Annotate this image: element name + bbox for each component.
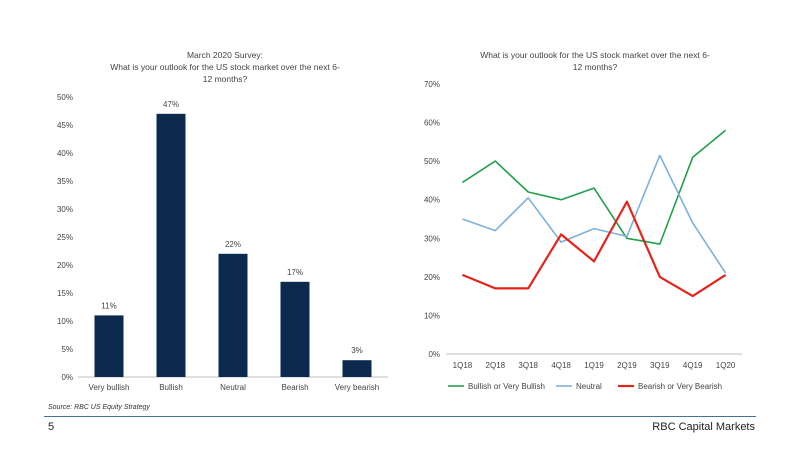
bar-data-label: 22%: [225, 240, 241, 249]
line-x-tick-label: 4Q19: [683, 361, 703, 370]
line-y-tick-label: 70%: [424, 80, 440, 89]
line-chart-title: What is your outlook for the US stock ma…: [430, 49, 760, 73]
page-number: 5: [48, 421, 55, 433]
line-chart: 0% 10% 20% 30% 40% 50% 60% 70% 1Q18 2Q18 3Q18 4Q18 1…: [424, 80, 742, 391]
bar-data-label: 3%: [351, 346, 363, 355]
bar-y-tick-label: 5%: [61, 345, 73, 354]
brand-name: RBC Capital Markets: [652, 421, 755, 433]
line-y-tick-label: 60%: [424, 119, 440, 128]
bar-x-tick-label: Very bullish: [89, 383, 130, 392]
bar-y-tick-label: 45%: [57, 121, 73, 130]
bar-y-tick-label: 15%: [57, 289, 73, 298]
bar-chart-title-line3: 12 months?: [202, 74, 248, 84]
bar-data-label: 17%: [287, 268, 303, 277]
line-y-tick-label: 0%: [428, 350, 440, 359]
bar-data-label: 47%: [163, 100, 179, 109]
bar-y-tick-label: 25%: [57, 233, 73, 242]
line-x-tick-label: 1Q18: [453, 361, 473, 370]
bar: [218, 253, 248, 377]
bar-y-tick-label: 10%: [57, 317, 73, 326]
bar-y-tick-label: 40%: [57, 149, 73, 158]
legend-label: Neutral: [576, 382, 602, 391]
bar-y-tick-label: 0%: [61, 373, 73, 382]
series-line: [461, 129, 727, 245]
bar-chart-title: March 2020 Survey: What is your outlook …: [60, 49, 390, 85]
bar-y-tick-label: 30%: [57, 205, 73, 214]
line-y-tick-label: 10%: [424, 311, 440, 320]
line-x-tick-label: 3Q19: [650, 361, 670, 370]
line-x-tick-label: 1Q19: [584, 361, 604, 370]
bar-y-tick-label: 20%: [57, 261, 73, 270]
bar-y-tick-label: 50%: [57, 93, 73, 102]
bar: [342, 360, 372, 377]
line-chart-title-line1: What is your outlook for the US stock ma…: [480, 50, 710, 60]
legend-label: Bullish or Very Bullish: [468, 382, 545, 391]
series-line: [461, 200, 727, 298]
bar-chart-title-line2: What is your outlook for the US stock ma…: [110, 62, 340, 72]
bar: [94, 315, 124, 377]
bar: [280, 281, 310, 377]
bar-x-tick-label: Very bearish: [335, 383, 379, 392]
line-y-tick-label: 50%: [424, 157, 440, 166]
legend-label: Bearish or Very Bearish: [638, 382, 722, 391]
line-y-tick-label: 20%: [424, 273, 440, 282]
line-x-tick-label: 3Q18: [518, 361, 538, 370]
line-y-tick-label: 30%: [424, 234, 440, 243]
series-line: [462, 154, 727, 274]
bar: [156, 113, 186, 378]
bar-data-label: 11%: [101, 301, 116, 310]
bar-chart: 0% 5% 10% 15% 20% 25% 30% 35% 40% 45% 50% 11% Very b…: [57, 93, 388, 392]
bar-x-tick-label: Bullish: [159, 383, 183, 392]
line-y-tick-label: 40%: [424, 196, 440, 205]
bar-x-tick-label: Bearish: [281, 383, 308, 392]
line-x-tick-label: 2Q18: [486, 361, 506, 370]
bar-y-tick-label: 35%: [57, 177, 73, 186]
source-note: Source: RBC US Equity Strategy: [48, 404, 150, 411]
line-x-tick-label: 2Q19: [617, 361, 637, 370]
footer-divider: [44, 416, 756, 417]
bar-chart-title-line1: March 2020 Survey:: [186, 50, 264, 60]
line-x-tick-label: 1Q20: [716, 361, 736, 370]
line-x-tick-label: 4Q18: [551, 361, 571, 370]
line-chart-title-line2: 12 months?: [572, 62, 618, 72]
bar-x-tick-label: Neutral: [220, 383, 246, 392]
